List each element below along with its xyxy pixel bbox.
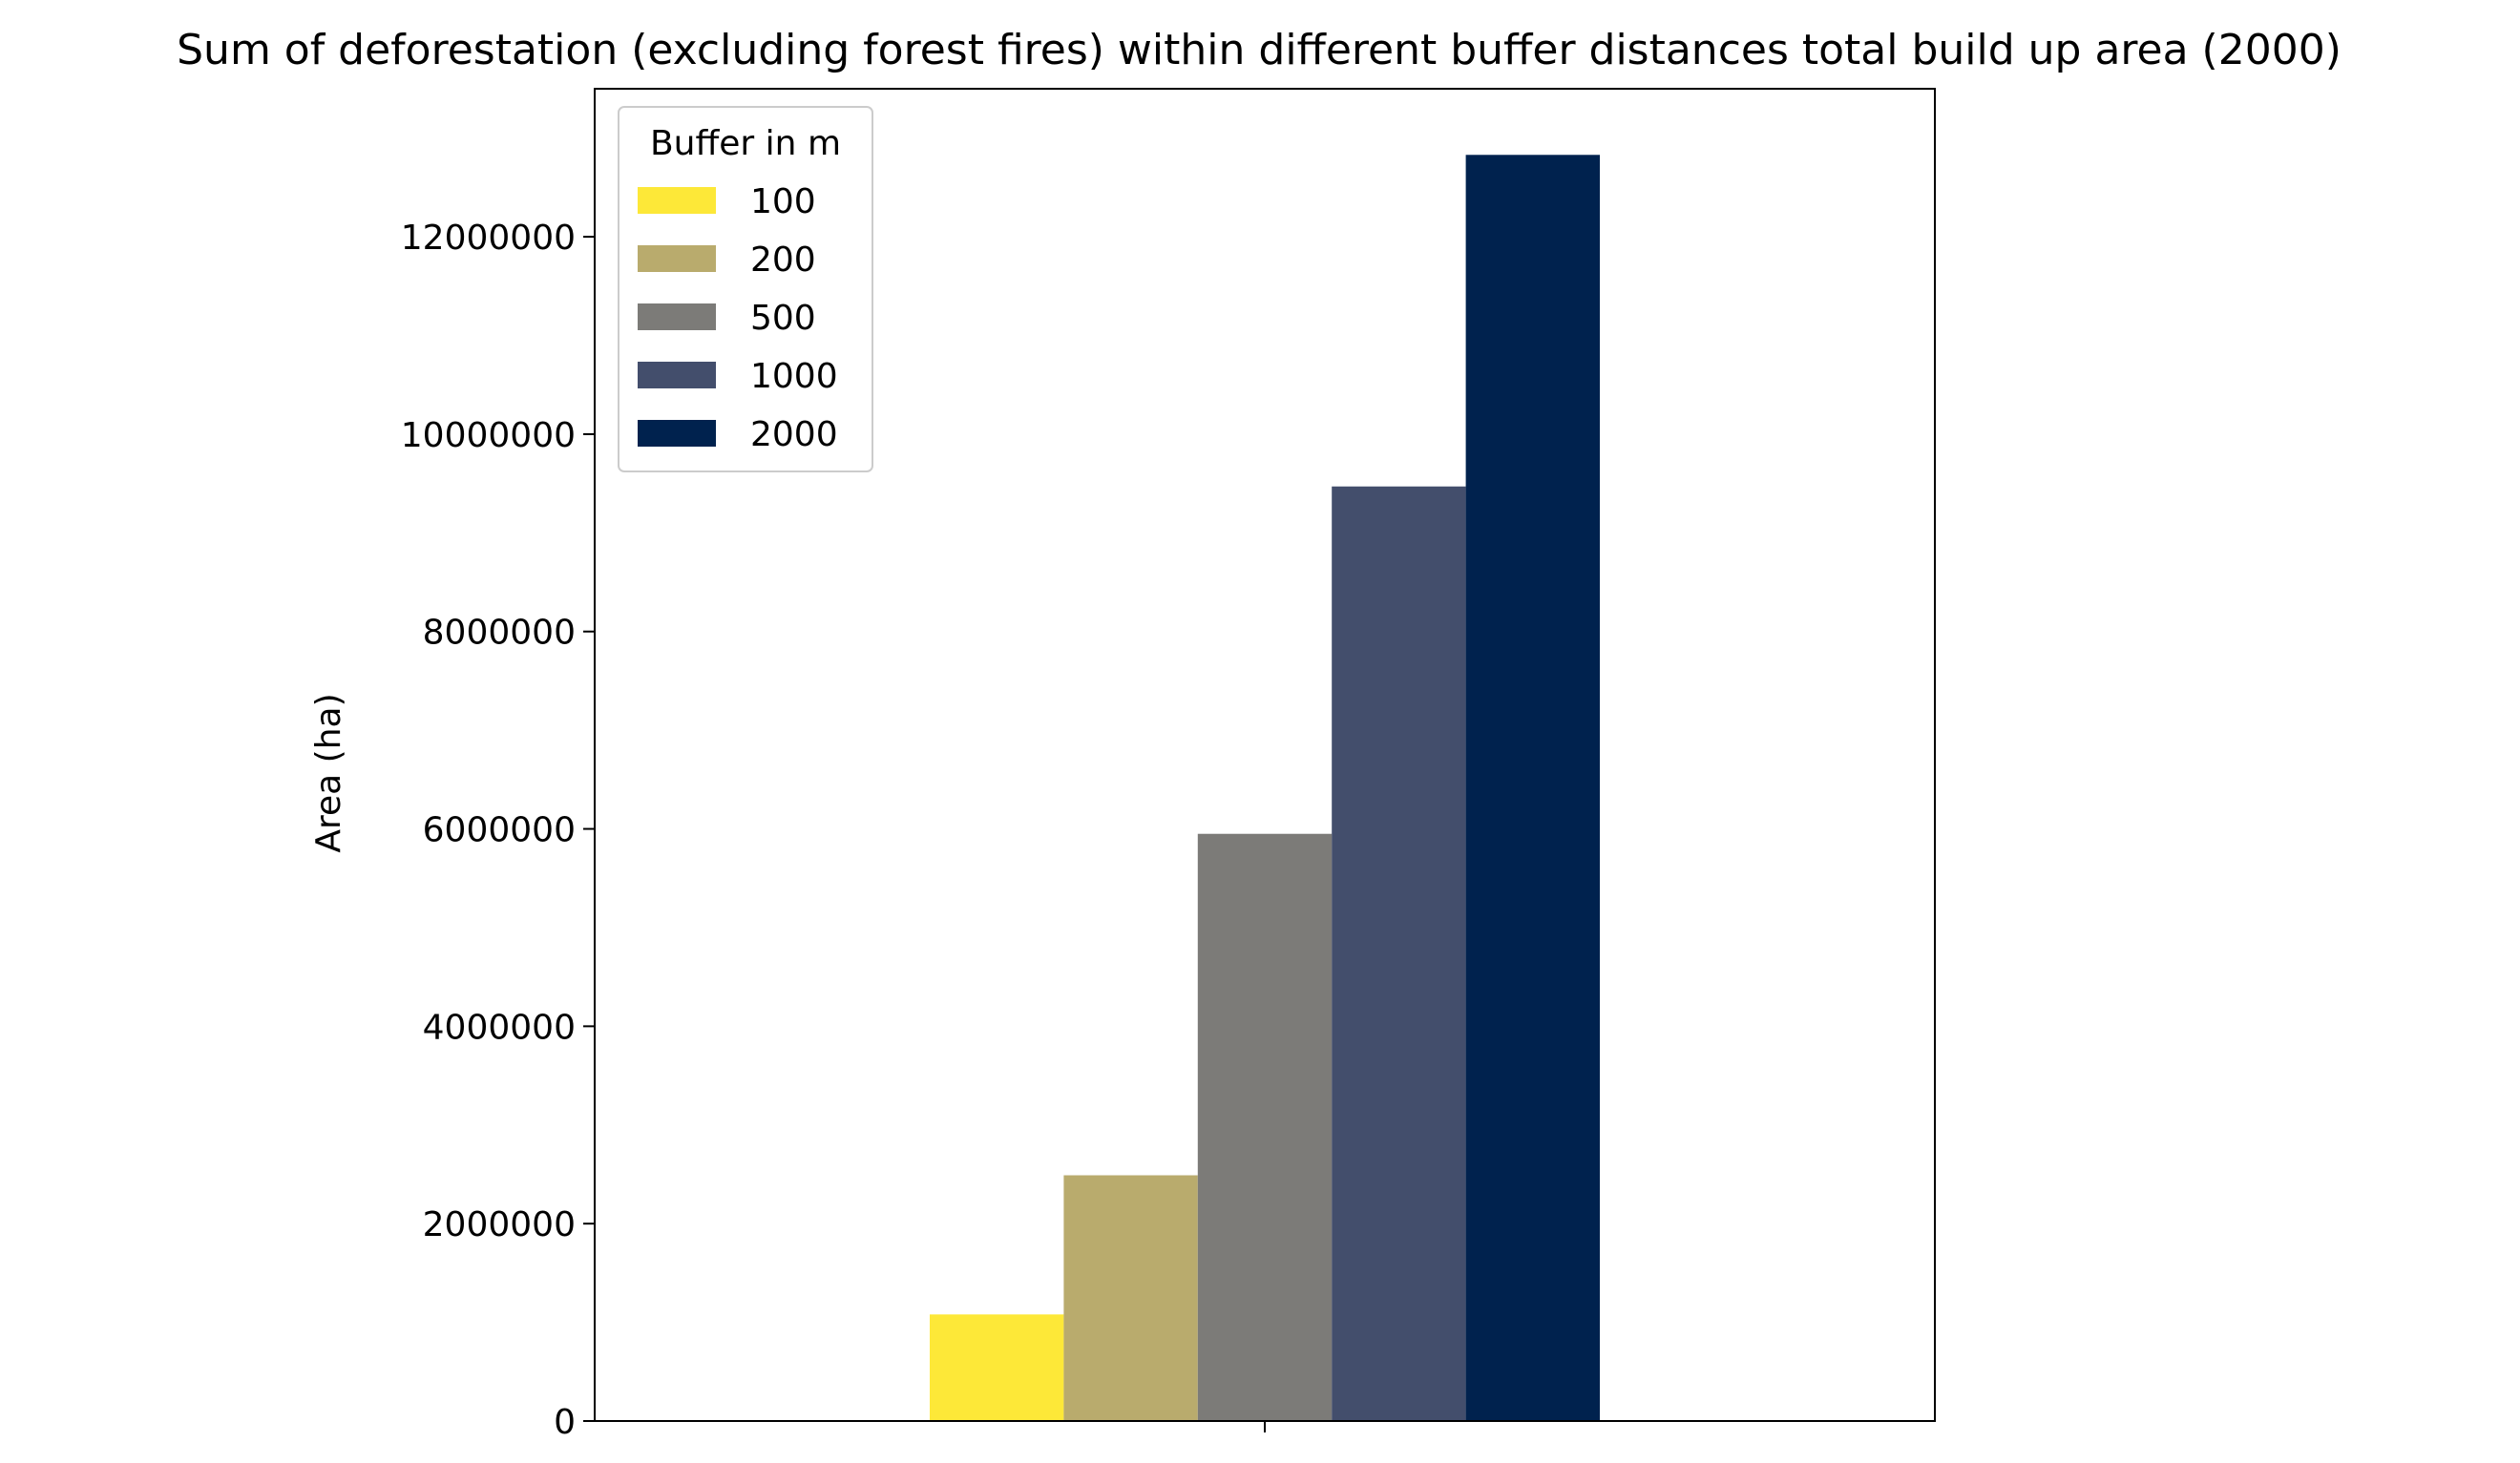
y-tick-label: 12000000	[401, 219, 576, 258]
legend-label-1000: 1000	[750, 357, 838, 396]
y-axis-label: Area (ha)	[309, 693, 348, 852]
legend-swatch-200	[638, 245, 716, 272]
legend-swatch-500	[638, 303, 716, 330]
legend-label-100: 100	[750, 182, 816, 221]
legend-title: Buffer in m	[650, 124, 841, 163]
bar-100	[930, 1314, 1064, 1421]
y-tick-label: 2000000	[423, 1205, 576, 1244]
legend-label-500: 500	[750, 299, 816, 338]
legend: Buffer in m 100 200 500 1000 2000	[618, 106, 873, 472]
bar-500	[1197, 833, 1333, 1421]
y-tick-label: 6000000	[423, 811, 576, 850]
bar-1000	[1332, 486, 1466, 1422]
y-tick-label: 8000000	[423, 614, 576, 653]
plot-area: 0 2000000 4000000 6000000 8000000 10000000 120…	[401, 88, 1936, 1442]
bar-2000	[1465, 155, 1600, 1421]
legend-swatch-1000	[638, 362, 716, 388]
y-tick-label: 4000000	[423, 1008, 576, 1047]
y-tick-label: 0	[554, 1403, 576, 1442]
legend-swatch-100	[638, 187, 716, 214]
bar-200	[1063, 1175, 1198, 1421]
y-tick-label: 10000000	[401, 416, 576, 455]
legend-label-2000: 2000	[750, 415, 838, 454]
legend-swatch-2000	[638, 420, 716, 447]
chart-title: Sum of deforestation (excluding forest f…	[177, 26, 2342, 74]
legend-label-200: 200	[750, 240, 816, 280]
